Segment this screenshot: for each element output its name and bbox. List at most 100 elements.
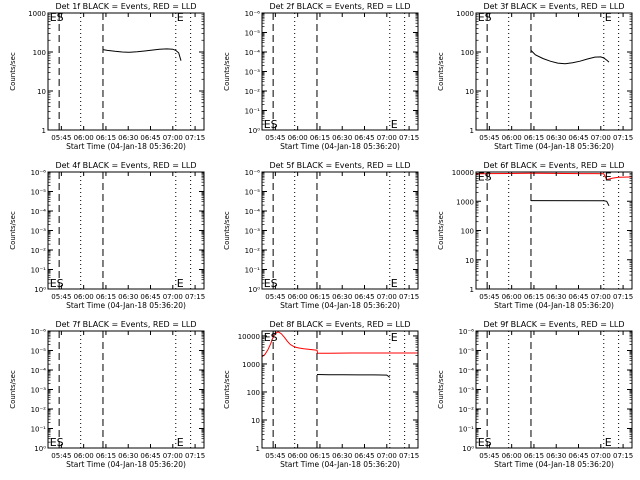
y-tick-label: 10⁻³	[245, 69, 261, 77]
x-tick-label: 06:45	[568, 134, 588, 142]
x-tick-label: 06:00	[502, 134, 522, 142]
y-axis-label: Counts/sec	[9, 52, 17, 91]
x-tick-label: 06:15	[524, 134, 544, 142]
x-tick-label: 06:15	[524, 452, 544, 460]
x-tick-label: 06:30	[118, 293, 138, 301]
y-tick-label: 10⁻⁶	[245, 169, 261, 177]
y-tick-label: 10⁻³	[31, 387, 47, 395]
y-axis-label: Counts/sec	[9, 211, 17, 250]
x-tick-label: 06:30	[332, 293, 352, 301]
y-tick-label: 10⁻⁴	[31, 208, 47, 216]
x-tick-label: 06:15	[96, 452, 116, 460]
x-tick-label: 06:15	[310, 134, 330, 142]
y-tick-label: 100	[33, 49, 46, 57]
y-tick-label: 10⁻⁶	[245, 10, 261, 18]
y-tick-label: 10⁻⁵	[245, 189, 261, 197]
plot-frame	[47, 171, 205, 290]
x-axis-label: Start Time (04-Jan-18 05:36:20)	[280, 142, 400, 151]
x-tick-label: 06:00	[502, 452, 522, 460]
x-tick-label: 07:15	[399, 452, 419, 460]
y-tick-label: 10⁻⁶	[459, 328, 475, 336]
y-tick-label: 10000	[452, 169, 474, 177]
panel-title: Det 1f BLACK = Events, RED = LLD	[55, 2, 196, 11]
panel-title: Det 8f BLACK = Events, RED = LLD	[269, 320, 410, 329]
x-tick-label: 06:00	[502, 293, 522, 301]
plot-frame	[47, 12, 205, 131]
y-axis-label: Counts/sec	[223, 211, 231, 250]
y-tick-label: 10⁻³	[459, 387, 475, 395]
x-tick-label: 07:15	[185, 293, 205, 301]
y-tick-label: 10⁻²	[31, 406, 47, 414]
e-marker-label: E	[605, 436, 612, 449]
panel-det-4: Det 4f BLACK = Events, RED = LLD 10⁰ 10⁻¹ 1…	[9, 161, 205, 310]
x-axis-label: Start Time (04-Jan-18 05:36:20)	[66, 301, 186, 310]
panel-title: Det 2f BLACK = Events, RED = LLD	[269, 2, 410, 11]
x-tick-label: 07:00	[377, 452, 397, 460]
y-tick-label: 10⁻⁵	[31, 189, 47, 197]
y-axis-label: Counts/sec	[9, 370, 17, 409]
x-tick-label: 06:00	[74, 452, 94, 460]
es-marker-label: ES	[50, 277, 64, 290]
panel-det-9: Det 9f BLACK = Events, RED = LLD 10⁰ 10⁻¹ 1…	[437, 320, 633, 469]
y-axis-label: Counts/sec	[437, 52, 445, 91]
y-tick-label: 1000	[456, 10, 474, 18]
x-tick-label: 06:30	[546, 452, 566, 460]
es-marker-label: ES	[264, 331, 278, 344]
y-tick-label: 10⁰	[462, 445, 474, 453]
x-tick-label: 06:00	[74, 293, 94, 301]
y-tick-label: 10⁻¹	[31, 426, 47, 434]
x-tick-label: 06:15	[96, 134, 116, 142]
x-tick-label: 06:30	[332, 134, 352, 142]
y-tick-label: 1	[470, 127, 474, 135]
es-marker-label: ES	[478, 436, 492, 449]
panel-title: Det 6f BLACK = Events, RED = LLD	[483, 161, 624, 170]
y-axis-label: Counts/sec	[437, 370, 445, 409]
x-tick-label: 05:45	[51, 293, 71, 301]
lld-series-line	[475, 172, 633, 181]
x-tick-label: 05:45	[265, 293, 285, 301]
y-tick-label: 10⁻⁴	[31, 367, 47, 375]
y-tick-label: 10⁰	[34, 445, 46, 453]
y-tick-label: 10⁻²	[31, 247, 47, 255]
x-tick-label: 07:00	[591, 452, 611, 460]
panel-det-8: Det 8f BLACK = Events, RED = LLD 1 10 100 10…	[223, 320, 419, 469]
y-tick-label: 10⁰	[248, 286, 260, 294]
x-tick-label: 05:45	[479, 293, 499, 301]
x-tick-label: 07:00	[377, 293, 397, 301]
y-tick-label: 10⁻¹	[31, 267, 47, 275]
y-tick-label: 10⁻¹	[459, 426, 475, 434]
events-series-line	[316, 374, 391, 378]
plot-frame	[475, 12, 633, 131]
e-marker-label: E	[391, 277, 398, 290]
x-tick-label: 06:30	[332, 452, 352, 460]
e-marker-label: E	[177, 11, 184, 24]
x-tick-label: 07:15	[399, 134, 419, 142]
panel-title: Det 4f BLACK = Events, RED = LLD	[55, 161, 196, 170]
x-axis-label: Start Time (04-Jan-18 05:36:20)	[494, 460, 614, 469]
y-tick-label: 1000	[456, 198, 474, 206]
y-tick-label: 1	[256, 445, 260, 453]
y-tick-label: 10⁻⁴	[245, 49, 261, 57]
y-tick-label: 10⁻⁵	[245, 30, 261, 38]
es-marker-label: ES	[478, 11, 492, 24]
panel-det-1: Det 1f BLACK = Events, RED = LLD 1 10 100 10…	[9, 2, 205, 151]
x-tick-label: 07:00	[163, 452, 183, 460]
x-tick-label: 05:45	[51, 452, 71, 460]
es-marker-label: ES	[264, 277, 278, 290]
y-axis-label: Counts/sec	[437, 211, 445, 250]
x-tick-label: 07:15	[399, 293, 419, 301]
x-tick-label: 06:30	[546, 134, 566, 142]
panel-det-7: Det 7f BLACK = Events, RED = LLD 10⁰ 10⁻¹ 1…	[9, 320, 205, 469]
x-tick-label: 06:45	[568, 452, 588, 460]
panel-title: Det 9f BLACK = Events, RED = LLD	[483, 320, 624, 329]
events-series-line	[530, 50, 610, 65]
y-tick-label: 10⁻⁴	[459, 367, 475, 375]
es-marker-label: ES	[264, 118, 278, 131]
x-tick-label: 05:45	[479, 452, 499, 460]
x-tick-label: 07:00	[591, 134, 611, 142]
es-marker-label: ES	[50, 436, 64, 449]
y-tick-label: 10⁻²	[245, 247, 261, 255]
x-tick-label: 07:00	[163, 293, 183, 301]
x-tick-label: 07:15	[185, 134, 205, 142]
